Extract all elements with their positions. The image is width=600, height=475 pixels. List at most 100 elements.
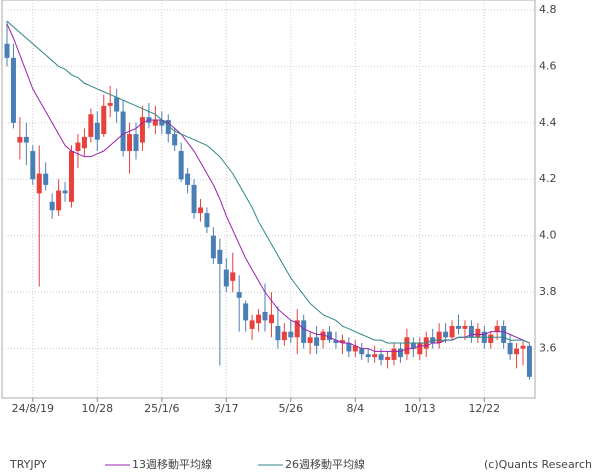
candle-body [288, 331, 294, 338]
candle-body [230, 272, 236, 281]
candle-body [23, 136, 29, 143]
legend-label: 26週移動平均線 [285, 457, 365, 471]
x-tick-label: 3/17 [214, 402, 239, 415]
candle-body [494, 326, 500, 332]
candle-body [346, 342, 352, 352]
y-tick-label: 3.8 [539, 285, 557, 298]
y-tick-label: 4.8 [539, 3, 557, 16]
candle-body [127, 134, 133, 152]
candle-body [178, 151, 184, 180]
candle-body [223, 269, 229, 287]
candle-body [81, 136, 87, 149]
candle-body [339, 340, 345, 343]
candle-body [249, 320, 255, 329]
candle-body [352, 345, 358, 352]
candle-body [417, 342, 423, 355]
candle-body [378, 354, 384, 360]
candle-body [198, 207, 203, 214]
candle-body [217, 249, 223, 264]
candle-body [391, 348, 397, 360]
candle-body [436, 331, 442, 343]
candle-body [268, 314, 274, 324]
credit: (c)Quants Research [484, 458, 592, 471]
candle-body [256, 314, 262, 324]
x-tick-label: 12/22 [468, 402, 500, 415]
candle-body [333, 340, 339, 343]
candle-body [314, 337, 320, 346]
candle-body [94, 122, 100, 140]
candle-body [43, 173, 49, 185]
candle-body [49, 201, 55, 211]
x-tick-label: 24/8/19 [12, 402, 54, 415]
candle-body [294, 320, 300, 338]
candle-body [204, 213, 210, 228]
candle-body [449, 326, 455, 338]
candle-body [359, 348, 365, 355]
y-tick-label: 4.6 [539, 59, 557, 72]
candle-body [165, 119, 171, 135]
candle-body [262, 311, 268, 321]
candle-body [520, 345, 526, 349]
candle-body [172, 134, 178, 146]
candle-body [152, 119, 158, 126]
candle-body [114, 97, 120, 112]
candle-body [10, 57, 16, 123]
candle-body [133, 134, 139, 152]
x-tick-label: 10/13 [404, 402, 436, 415]
candle-body [397, 348, 403, 358]
candle-body [443, 331, 449, 338]
y-tick-label: 4.4 [539, 116, 557, 129]
x-tick-label: 10/28 [81, 402, 113, 415]
y-tick-label: 4.0 [539, 229, 557, 242]
candle-body [320, 331, 326, 341]
candle-body [475, 328, 481, 338]
symbol-label: TRYJPY [9, 458, 47, 471]
candle-body [281, 331, 287, 341]
candle-body [69, 151, 74, 202]
candle-body [365, 354, 371, 358]
candle-body [462, 326, 468, 329]
candle-body [236, 292, 242, 298]
candle-body [75, 142, 81, 152]
legend-label: 13週移動平均線 [132, 457, 212, 471]
candle-body [468, 326, 474, 338]
candle-body [30, 151, 36, 180]
candle-body [372, 354, 378, 358]
candle-body [275, 326, 281, 341]
candle-body [404, 337, 410, 355]
ma-line [6, 23, 530, 352]
x-tick-label: 8/4 [346, 402, 364, 415]
candle-body [107, 103, 113, 106]
candle-body [210, 235, 216, 259]
candle-body [488, 334, 494, 343]
candle-body [101, 105, 107, 135]
candle-body [120, 111, 126, 152]
candle-body [301, 320, 307, 343]
candle-body [410, 342, 416, 349]
candle-body [307, 337, 313, 343]
candle-body [191, 184, 197, 214]
ma-line [6, 20, 530, 344]
candle-body [88, 114, 94, 137]
y-tick-label: 3.6 [539, 342, 557, 355]
candle-body [526, 345, 532, 377]
candle-body [36, 173, 42, 194]
x-tick-label: 25/1/6 [144, 402, 179, 415]
candle-body [385, 357, 391, 360]
candle-body [159, 119, 165, 126]
candle-body [327, 331, 332, 341]
candle-body [139, 117, 145, 143]
candle-body [4, 43, 10, 58]
candle-body [17, 136, 23, 143]
candle-body [62, 190, 68, 194]
candle-body [243, 303, 249, 321]
x-tick-label: 5/26 [278, 402, 303, 415]
candle-body [185, 173, 191, 185]
candle-body [514, 348, 520, 355]
candle-body [507, 342, 513, 355]
candle-body [56, 190, 62, 211]
y-tick-label: 4.2 [539, 172, 557, 185]
candle-body [501, 326, 507, 343]
candle-body [456, 326, 461, 329]
